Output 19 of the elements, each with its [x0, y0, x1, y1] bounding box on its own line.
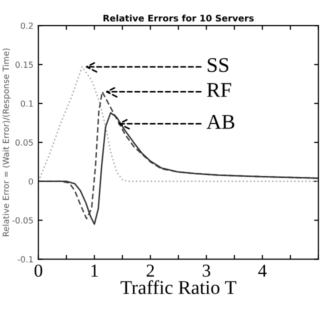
annotation: SS [208, 58, 228, 72]
chart-title: Relative Errors for 10 Servers [104, 14, 254, 22]
x-tick-label: 4 [258, 264, 267, 277]
x-tick-label: 2 [146, 264, 154, 277]
y-tick-label: -0.05 [12, 217, 33, 224]
y-tick-label: 0.15 [16, 62, 33, 68]
line-series [38, 112, 318, 225]
y-axis-title: Relative Error = (Wait Error)/(Response Time) [2, 48, 11, 236]
x-axis-title: Traffic Ratio T [120, 280, 236, 294]
y-tick-label: 0.1 [20, 100, 33, 107]
annotation: RF [207, 83, 232, 97]
annotation: AB [206, 114, 234, 129]
y-tick-label: 0.2 [20, 22, 33, 29]
y-tick-label: 0 [28, 178, 33, 185]
x-tick-label: 0 [34, 264, 42, 277]
x-tick-label: 3 [202, 264, 210, 277]
y-tick-label: 0.05 [16, 139, 33, 146]
y-tick-label: -0.1 [18, 256, 33, 262]
x-tick-label: 1 [91, 264, 98, 277]
